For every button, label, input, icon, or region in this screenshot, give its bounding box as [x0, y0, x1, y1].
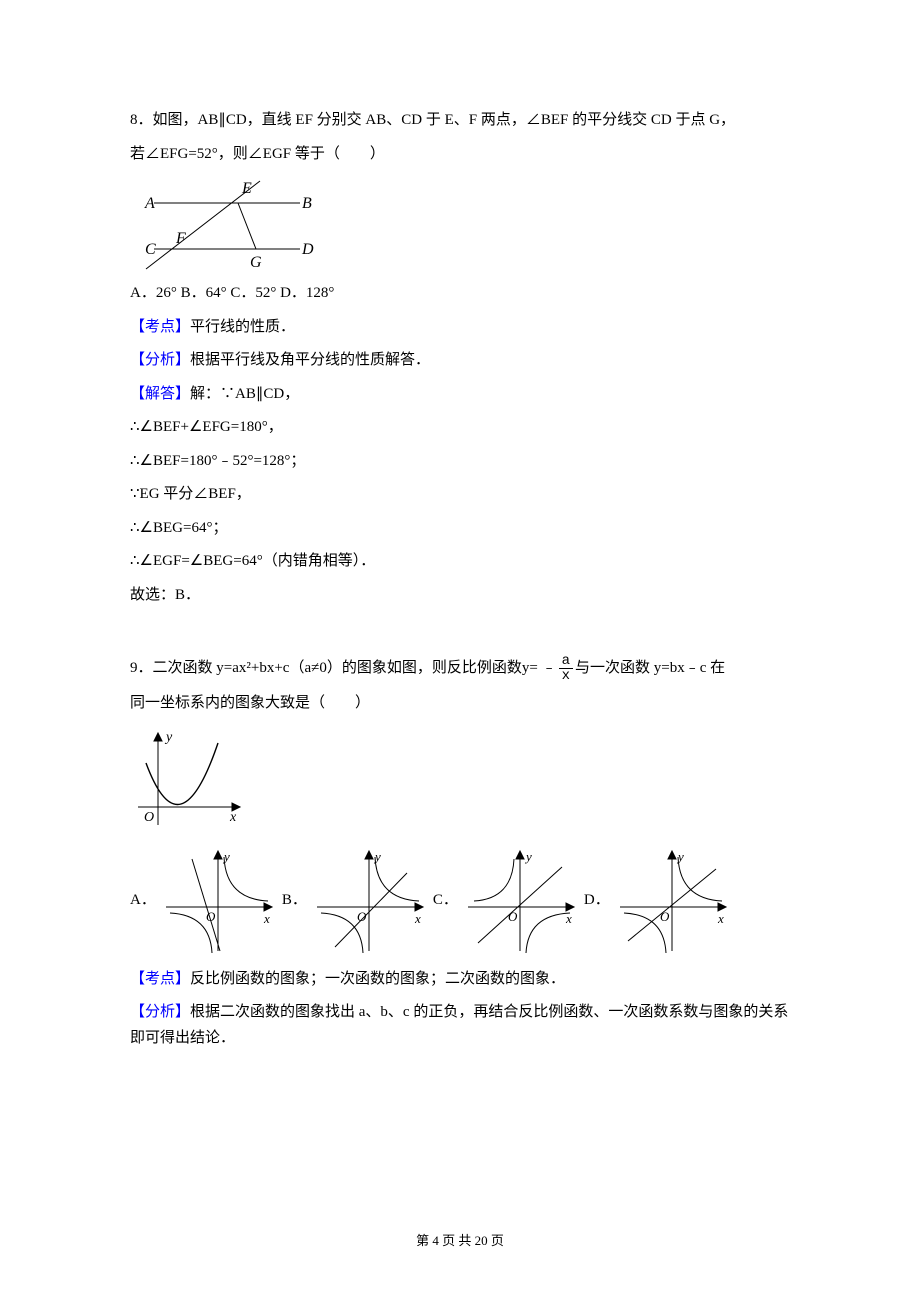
svg-text:x: x [565, 911, 572, 926]
kaodian-label: 【考点】 [130, 319, 190, 335]
svg-text:y: y [676, 849, 684, 864]
opt-C-graph: Ox y [462, 845, 580, 957]
q9-options-row: A． Ox y B． Ox y C． [130, 845, 790, 957]
q9-fenxi: 【分析】根据二次函数的图象找出 a、b、c 的正负，再结合反比例函数、一次函数系… [130, 1000, 790, 1051]
svg-text:O: O [357, 909, 367, 924]
q8-options: A．26° B．64° C．52° D．128° [130, 281, 790, 307]
frac-num: a [559, 654, 573, 669]
jieda-label: 【解答】 [130, 386, 190, 402]
label-E: E [241, 180, 252, 197]
opt-C-label: C． [433, 888, 458, 914]
q8-diagram: A B C D E F G [130, 175, 790, 273]
label-G: G [250, 254, 262, 271]
label-F: F [175, 230, 186, 247]
q9-kaodian-text: 反比例函数的图象；一次函数的图象；二次函数的图象． [190, 971, 565, 987]
q9-main-graph: O x y [130, 725, 790, 835]
label-A: A [144, 195, 155, 212]
svg-text:O: O [660, 909, 670, 924]
fenxi-label: 【分析】 [130, 352, 190, 368]
q8-stem-line2: 若∠EFG=52°，则∠EGF 等于（ ） [130, 142, 790, 168]
kaodian-text: 平行线的性质． [190, 319, 295, 335]
svg-text:y: y [524, 849, 532, 864]
page-footer: 第 4 页 共 20 页 [0, 1230, 920, 1252]
svg-text:y: y [373, 849, 381, 864]
svg-text:O: O [508, 909, 518, 924]
svg-text:y: y [222, 849, 230, 864]
q9-stem-pre: 9．二次函数 y=ax²+bx+c（a≠0）的图象如图，则反比例函数 [130, 660, 522, 676]
q8-step3: ∵EG 平分∠BEF， [130, 482, 790, 508]
q8-step2: ∴∠BEF=180°﹣52°=128°； [130, 449, 790, 475]
q9-stem-line2: 同一坐标系内的图象大致是（ ） [130, 691, 790, 717]
jieda-text: 解：∵AB∥CD， [190, 386, 299, 402]
opt-B-graph: Ox y [311, 845, 429, 957]
q9-fenxi-label: 【分析】 [130, 1004, 190, 1020]
q9-kaodian: 【考点】反比例函数的图象；一次函数的图象；二次函数的图象． [130, 967, 790, 993]
q9-kaodian-label: 【考点】 [130, 971, 190, 987]
svg-text:O: O [206, 909, 216, 924]
opt-A-label: A． [130, 888, 156, 914]
q8-kaodian: 【考点】平行线的性质． [130, 315, 790, 341]
opt-A-graph: Ox y [160, 845, 278, 957]
q9-stem-line1: 9．二次函数 y=ax²+bx+c（a≠0）的图象如图，则反比例函数y= ﹣ax… [130, 654, 790, 683]
svg-text:x: x [263, 911, 270, 926]
q8-step6: 故选：B． [130, 583, 790, 609]
fraction-a-over-x: ax [559, 654, 573, 683]
frac-den: x [559, 669, 573, 683]
opt-D-label: D． [584, 888, 610, 914]
opt-B-label: B． [282, 888, 307, 914]
q8-fenxi: 【分析】根据平行线及角平分线的性质解答． [130, 348, 790, 374]
label-C: C [145, 241, 156, 258]
q8-step1: ∴∠BEF+∠EFG=180°， [130, 415, 790, 441]
svg-text:x: x [229, 810, 237, 825]
svg-text:x: x [717, 911, 724, 926]
label-D: D [301, 241, 314, 258]
opt-D-graph: Ox y [614, 845, 732, 957]
q9-stem-mid: 与一次函数 y=bx﹣c 在 [575, 660, 725, 676]
fenxi-text: 根据平行线及角平分线的性质解答． [190, 352, 430, 368]
q9-fenxi-text: 根据二次函数的图象找出 a、b、c 的正负，再结合反比例函数、一次函数系数与图象… [130, 1004, 788, 1046]
svg-text:O: O [144, 810, 154, 825]
svg-text:y: y [164, 730, 173, 745]
q9-y-eq: y= [522, 660, 538, 676]
svg-text:x: x [414, 911, 421, 926]
q8-step5: ∴∠EGF=∠BEG=64°（内错角相等）． [130, 549, 790, 575]
q8-step4: ∴∠BEG=64°； [130, 516, 790, 542]
q8-stem-line1: 8．如图，AB∥CD，直线 EF 分别交 AB、CD 于 E、F 两点，∠BEF… [130, 108, 790, 134]
q8-jieda: 【解答】解：∵AB∥CD， [130, 382, 790, 408]
label-B: B [302, 195, 312, 212]
